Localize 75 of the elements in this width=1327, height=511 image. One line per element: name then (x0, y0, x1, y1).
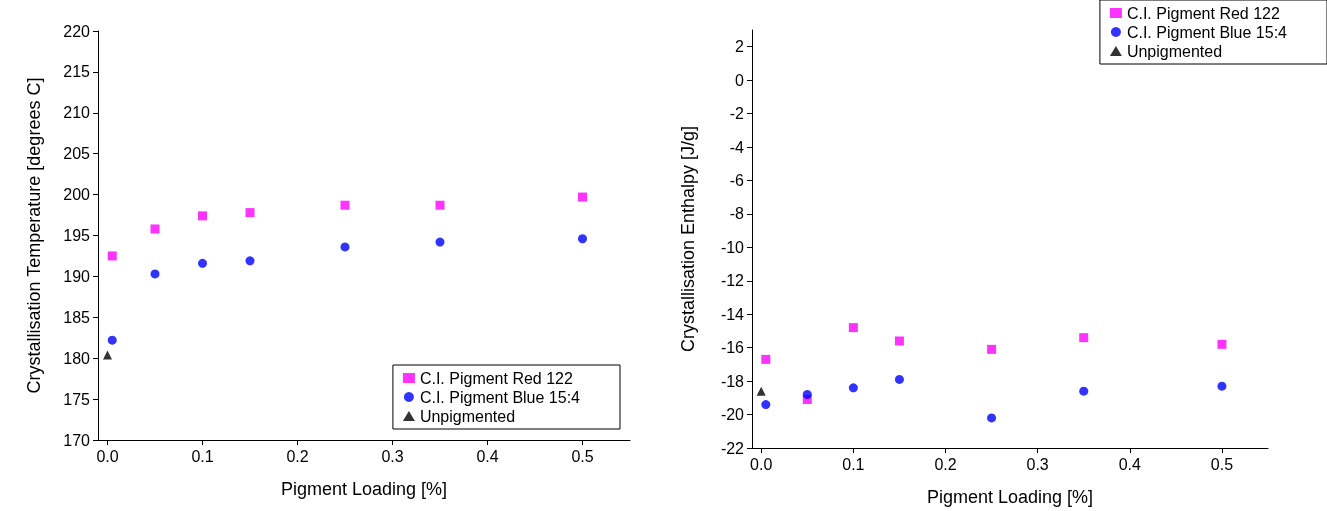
x-axis-title: Pigment Loading [%] (280, 479, 448, 499)
y-tick-label: -18 (720, 372, 745, 390)
y-tick-label: 170 (63, 431, 91, 449)
point (578, 234, 587, 244)
y-tick-label: -20 (720, 406, 745, 424)
point (435, 237, 445, 247)
x-axis-title: Pigment Loading [%] (926, 487, 1094, 507)
legend-label: C.I. Pigment Blue 15:4 (419, 388, 581, 406)
y-tick-label: 2 (735, 38, 745, 56)
point (107, 335, 117, 345)
point (848, 383, 858, 393)
y-tick-label: 200 (63, 186, 91, 204)
y-tick-label: -4 (729, 138, 745, 156)
y-axis-title: Crystallisation Temperature [degrees C] (24, 77, 44, 394)
x-tick-label: 0.4 (476, 447, 499, 465)
point (761, 354, 771, 364)
x-tick-label: 0.5 (571, 447, 594, 465)
x-tick-label: 0.3 (381, 447, 404, 465)
point (198, 211, 207, 221)
x-tick-label: 0.0 (750, 455, 773, 473)
y-tick-label: 0 (735, 71, 745, 89)
y-tick-label: 195 (63, 227, 91, 244)
point (756, 386, 766, 396)
point (761, 400, 771, 410)
y-tick-label: -22 (720, 439, 745, 457)
point (848, 323, 858, 333)
x-tick-label: 0.0 (96, 447, 119, 465)
y-tick-label: -6 (729, 171, 745, 189)
point (987, 413, 997, 423)
x-tick-label: 0.1 (191, 447, 214, 465)
y-tick-label: -16 (720, 339, 745, 357)
legend-label: C.I. Pigment Blue 15:4 (1126, 23, 1288, 41)
y-tick-label: -14 (720, 305, 745, 323)
y-tick-label: -8 (729, 205, 745, 223)
y-tick-label: 210 (63, 104, 91, 122)
x-tick-label: 0.1 (842, 455, 865, 473)
point (1217, 339, 1227, 349)
legend-label: Unpigmented (419, 407, 516, 425)
x-tick-label: 0.2 (934, 455, 957, 473)
point (1217, 381, 1227, 391)
point (245, 256, 255, 266)
x-tick-label: 0.5 (1210, 455, 1234, 473)
point (198, 258, 207, 268)
y-tick-label: -12 (720, 272, 745, 290)
point (894, 336, 904, 346)
point (1079, 386, 1089, 396)
point (107, 251, 117, 261)
x-tick-label: 0.2 (286, 447, 309, 465)
y-tick-label: 190 (63, 267, 91, 285)
point (894, 374, 904, 384)
legend-label: C.I. Pigment Red 122 (419, 369, 573, 387)
point (340, 242, 350, 252)
point (340, 200, 350, 210)
y-tick-label: 175 (63, 390, 91, 408)
x-tick-label: 0.3 (1026, 455, 1049, 473)
y-axis-title: Crystallisation Enthalpy [J/g] (678, 125, 698, 353)
point (1079, 333, 1089, 343)
point (987, 344, 997, 354)
y-tick-label: 185 (63, 308, 91, 326)
y-tick-label: -10 (720, 238, 745, 256)
point (150, 269, 160, 279)
y-tick-label: 180 (63, 349, 91, 367)
point (103, 350, 112, 360)
y-tick-label: 215 (63, 63, 91, 81)
point (802, 390, 812, 399)
point (150, 224, 160, 234)
legend-label: Unpigmented (1126, 42, 1223, 60)
point (435, 200, 445, 210)
point (245, 208, 255, 218)
y-tick-label: 205 (63, 145, 91, 163)
y-tick-label: -2 (729, 105, 745, 123)
y-tick-label: 220 (63, 22, 91, 40)
point (578, 192, 587, 202)
legend-label: C.I. Pigment Red 122 (1126, 4, 1280, 22)
x-tick-label: 0.4 (1118, 455, 1141, 473)
